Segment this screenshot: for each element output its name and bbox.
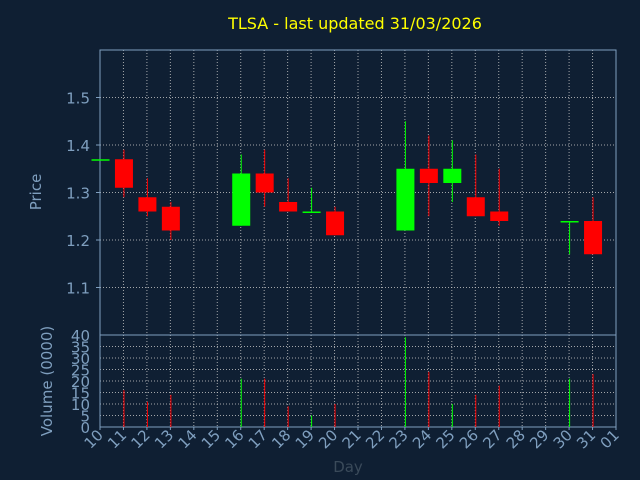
- x-tick-label: 13: [151, 426, 177, 452]
- volume-tick-label: 0: [80, 419, 90, 437]
- x-tick-label: 12: [128, 426, 154, 452]
- x-tick-label: 01: [597, 426, 623, 452]
- x-tick-label: 28: [503, 426, 529, 452]
- x-tick-label: 22: [362, 426, 388, 452]
- x-tick-label: 25: [432, 426, 458, 452]
- candle-body: [419, 168, 438, 183]
- candle-18: [279, 178, 298, 212]
- candle-body: [138, 197, 157, 212]
- candle-body: [396, 168, 415, 231]
- x-axis: 1011121314151617181920212223242526272829…: [81, 426, 623, 452]
- candle-20: [326, 206, 345, 236]
- volume-tick-label: 40: [71, 327, 90, 345]
- x-tick-label: 16: [221, 426, 247, 452]
- candle-body: [326, 211, 345, 236]
- price-axis-label: Price: [27, 174, 45, 211]
- x-tick-label: 15: [198, 426, 224, 452]
- candle-24: [419, 135, 438, 217]
- volume-tick-label: 5: [80, 408, 90, 426]
- price-tick-label: 1.3: [66, 185, 90, 203]
- candle-body: [279, 202, 298, 212]
- x-tick-label: 23: [386, 426, 412, 452]
- candle-body: [161, 206, 180, 231]
- candle-19: [302, 187, 321, 213]
- x-tick-label: 17: [245, 426, 271, 452]
- volume-axis-label: Volume (0000): [38, 326, 56, 436]
- candle-11: [114, 149, 133, 198]
- price-tick-label: 1.2: [66, 232, 90, 250]
- candle-30: [560, 221, 579, 255]
- x-tick-label: 14: [174, 426, 200, 452]
- x-tick-label: 18: [268, 426, 294, 452]
- x-tick-label: 30: [550, 426, 576, 452]
- price-tick-label: 1.5: [66, 90, 90, 108]
- volume-tick-label: 35: [71, 339, 90, 357]
- x-tick-label: 11: [104, 426, 130, 452]
- candle-31: [584, 197, 603, 255]
- x-tick-label: 20: [315, 426, 341, 452]
- candle-13: [161, 202, 180, 240]
- x-tick-label: 27: [479, 426, 505, 452]
- x-tick-label: 26: [456, 426, 482, 452]
- candle-body: [255, 173, 274, 193]
- price-tick-label: 1.1: [66, 280, 90, 298]
- volume-tick-label: 25: [71, 362, 90, 380]
- x-tick-label: 24: [409, 426, 435, 452]
- price-tick-label: 1.4: [66, 137, 90, 155]
- volume-tick-label: 15: [71, 385, 90, 403]
- candle-body: [443, 168, 462, 183]
- volume-tick-label: 20: [71, 373, 90, 391]
- candle-body: [466, 197, 485, 217]
- candle-10: [91, 159, 110, 161]
- candle-body: [114, 159, 133, 188]
- price-panel: 1.1 1.2 1.3 1.4 1.5: [66, 49, 617, 336]
- candle-16: [232, 154, 251, 226]
- candle-body: [232, 173, 251, 226]
- candle-27: [490, 168, 509, 226]
- volume-tick-label: 10: [71, 396, 90, 414]
- x-tick-label: 21: [339, 426, 365, 452]
- candle-body: [302, 211, 321, 213]
- candle-body: [560, 221, 579, 223]
- candle-25: [443, 140, 462, 202]
- candle-body: [490, 211, 509, 221]
- candle-23: [396, 121, 415, 231]
- candle-17: [255, 149, 274, 207]
- candle-12: [138, 178, 157, 217]
- candle-body: [584, 221, 603, 255]
- volume-tick-label: 30: [71, 350, 90, 368]
- candle-body: [91, 159, 110, 161]
- candle-26: [466, 154, 485, 217]
- chart-title: TLSA - last updated 31/03/2026: [227, 14, 482, 33]
- x-tick-label: 19: [292, 426, 318, 452]
- x-axis-label: Day: [333, 458, 363, 476]
- x-tick-label: 29: [526, 426, 552, 452]
- x-tick-label: 31: [573, 426, 599, 452]
